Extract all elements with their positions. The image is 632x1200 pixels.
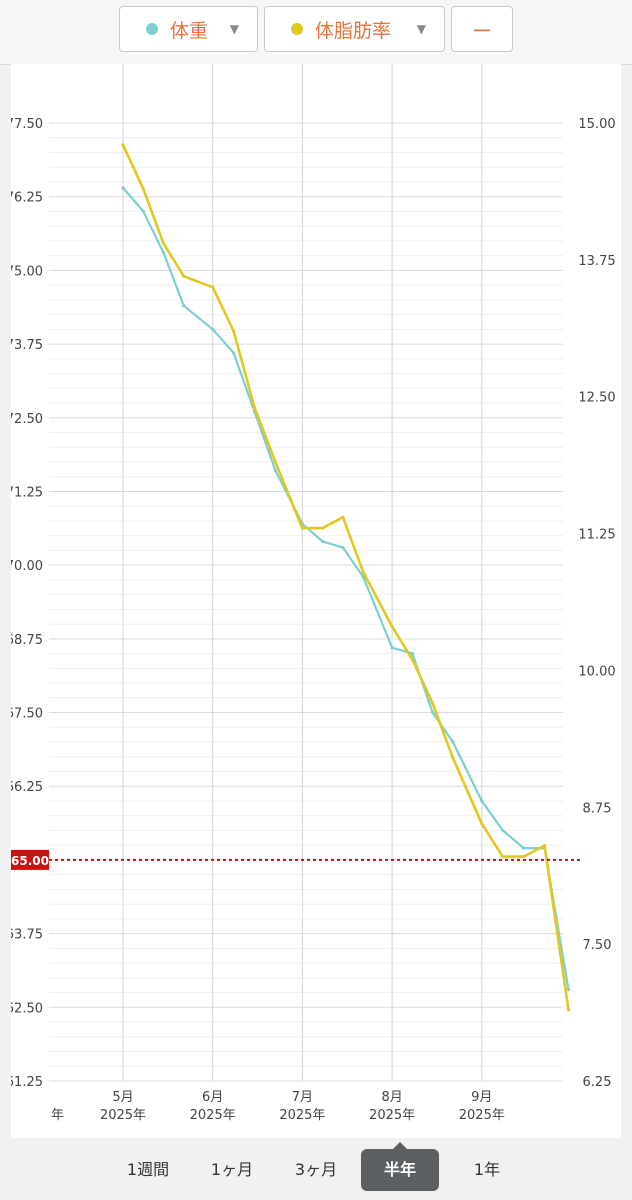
- bodyfat-data-point: [182, 274, 186, 278]
- weight-data-point: [273, 469, 278, 473]
- tab-3months[interactable]: 3ヶ月: [294, 1160, 338, 1179]
- y-right-tick-label: 6.25: [583, 1075, 612, 1090]
- x-tick-label-month: 7月: [292, 1090, 313, 1105]
- tab-1year[interactable]: 1年: [473, 1160, 501, 1179]
- weight-data-point: [232, 351, 236, 355]
- bodyfat-data-point: [321, 526, 325, 530]
- x-tick-label-year: 2025年: [369, 1108, 415, 1123]
- weight-data-point: [451, 740, 455, 744]
- target-label: 65.00: [11, 854, 49, 868]
- bodyfat-color-dot: [291, 23, 303, 35]
- bodyfat-data-point: [161, 241, 166, 246]
- bodyfat-data-point: [252, 406, 257, 410]
- x-tick-label-month: 5月: [112, 1090, 133, 1105]
- weight-data-point: [501, 828, 505, 833]
- weight-data-point: [182, 304, 186, 308]
- y-left-tick-label: 76.25: [11, 191, 43, 206]
- x-tick-label-month: 9月: [471, 1090, 492, 1105]
- extra-filter-label: ー: [472, 18, 492, 43]
- bodyfat-data-point: [300, 526, 304, 530]
- bodyfat-data-point: [480, 822, 484, 826]
- bodyfat-data-point: [431, 701, 435, 705]
- x-edge-label: 年: [51, 1108, 64, 1123]
- weight-data-point: [141, 209, 145, 214]
- weight-data-point: [361, 575, 365, 579]
- chart-card: 61.25 62.50 63.75 66.25 67.50 68.75 70.00 71.25…: [6, 64, 621, 1138]
- bodyfat-data-point: [542, 844, 547, 848]
- bodyfat-data-point: [522, 854, 526, 859]
- y-left-tick-label: 75.00: [11, 264, 43, 279]
- bodyfat-data-point: [341, 515, 345, 519]
- weight-filter-label: 体重: [170, 19, 209, 42]
- y-left-tick-label: 61.25: [11, 1075, 43, 1090]
- x-tick-label-year: 2025年: [190, 1108, 236, 1123]
- weight-series-line: [121, 186, 570, 991]
- weight-data-point: [566, 988, 571, 992]
- bodyfat-data-point: [121, 143, 125, 147]
- tab-1month[interactable]: 1ヶ月: [210, 1160, 254, 1179]
- y-right-tick-label: 7.50: [583, 938, 612, 953]
- extra-filter-button[interactable]: ー: [451, 6, 513, 52]
- x-tick-label-month: 8月: [381, 1090, 402, 1105]
- bodyfat-data-point: [501, 854, 505, 859]
- weight-data-point: [480, 799, 484, 803]
- tab-1week[interactable]: 1週間: [126, 1160, 170, 1179]
- bodyfat-filter-dropdown[interactable]: 体脂肪率 ▼: [264, 6, 445, 52]
- bodyfat-filter-label: 体脂肪率: [315, 19, 392, 42]
- y-left-tick-label: 62.50: [11, 1001, 43, 1016]
- chart-svg[interactable]: 61.25 62.50 63.75 66.25 67.50 68.75 70.00 71.25…: [6, 64, 621, 1138]
- y-right-tick-label: 13.75: [578, 254, 615, 269]
- chevron-down-icon: ▼: [229, 22, 239, 36]
- weight-data-point: [522, 846, 526, 850]
- bodyfat-data-point: [232, 329, 236, 333]
- y-left-tick-label: 67.50: [11, 707, 43, 722]
- bodyfat-data-point: [273, 460, 278, 465]
- target-badge: [11, 849, 49, 870]
- y-left-tick-label: 72.50: [11, 412, 43, 427]
- y-left-tick-label: 73.75: [11, 338, 43, 353]
- y-left-tick-label: 66.25: [11, 780, 43, 795]
- y-right-tick-label: 10.00: [578, 664, 615, 679]
- filter-bar: 体重 ▼ 体脂肪率 ▼ ー: [0, 0, 632, 65]
- weight-data-point: [390, 646, 394, 650]
- weight-filter-dropdown[interactable]: 体重 ▼: [119, 6, 258, 52]
- period-tabs: 1週間 1ヶ月 3ヶ月 半年 1年: [0, 1140, 632, 1200]
- weight-color-dot: [146, 23, 158, 35]
- y-left-tick-label: 68.75: [11, 633, 43, 648]
- bodyfat-data-point: [410, 657, 414, 662]
- y-right-tick-label: 8.75: [583, 801, 612, 816]
- bodyfat-data-point: [211, 285, 215, 289]
- bodyfat-series-line: [121, 143, 570, 1012]
- weight-data-point: [321, 539, 325, 544]
- weight-data-point: [410, 651, 414, 656]
- x-tick-label-year: 2025年: [279, 1108, 325, 1123]
- weight-data-point: [211, 327, 215, 331]
- x-tick-label-month: 6月: [202, 1090, 223, 1105]
- tab-halfyear[interactable]: 半年: [361, 1142, 439, 1191]
- weight-data-point: [431, 710, 435, 715]
- weight-data-point: [121, 186, 125, 190]
- weight-data-point: [341, 545, 345, 550]
- weight-data-point: [161, 251, 166, 255]
- chevron-down-icon: ▼: [416, 22, 426, 36]
- x-tick-label-year: 2025年: [100, 1108, 146, 1123]
- y-right-tick-label: 12.50: [578, 391, 615, 406]
- y-right-tick-label: 15.00: [578, 117, 615, 132]
- bodyfat-data-point: [451, 756, 455, 760]
- y-left-tick-label: 70.00: [11, 559, 43, 574]
- bodyfat-data-point: [566, 1008, 571, 1012]
- y-left-tick-label: 77.50: [11, 117, 43, 132]
- x-tick-label-year: 2025年: [459, 1108, 505, 1123]
- bodyfat-data-point: [361, 570, 365, 574]
- bodyfat-data-point: [141, 187, 145, 191]
- bodyfat-data-point: [390, 625, 394, 629]
- y-left-tick-label: 71.25: [11, 485, 43, 500]
- y-left-tick-label: 63.75: [11, 928, 43, 943]
- y-right-tick-label: 11.25: [578, 528, 615, 543]
